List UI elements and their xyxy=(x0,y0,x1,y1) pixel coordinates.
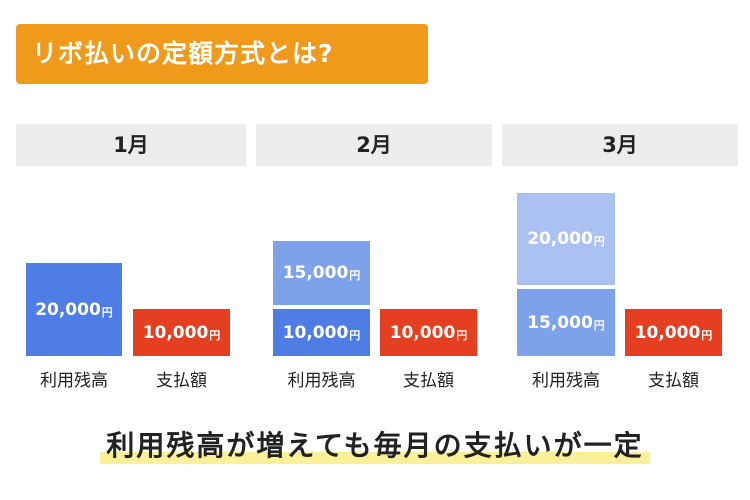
payment-box-2: 10,000 円 xyxy=(380,309,477,356)
payment-label-1: 支払額 xyxy=(156,371,207,391)
conclusion-text: 利用残高が増えても毎月の支払いが一定 xyxy=(100,424,650,464)
balance-box-3-top: 20,000 円 xyxy=(517,193,615,285)
balance-label-1: 利用残高 xyxy=(40,371,108,391)
yen-unit: 円 xyxy=(349,269,361,282)
yen-unit: 円 xyxy=(349,328,361,342)
yen-unit: 円 xyxy=(593,318,605,332)
balance-amount: 20,000 xyxy=(527,229,593,249)
payment-label-2: 支払額 xyxy=(403,371,454,391)
balance-label-2: 利用残高 xyxy=(287,371,356,391)
balance-amount: 15,000 xyxy=(282,263,349,283)
yen-unit: 円 xyxy=(593,235,605,248)
month-header-2: 2月 xyxy=(256,124,492,166)
yen-unit: 円 xyxy=(701,328,713,342)
yen-unit: 円 xyxy=(209,328,221,342)
balance-amount: 15,000 xyxy=(527,312,593,333)
month-header-1: 1月 xyxy=(16,124,246,166)
balance-amount: 20,000 xyxy=(35,299,101,320)
yen-unit: 円 xyxy=(101,305,113,319)
payment-box-1: 10,000 円 xyxy=(133,309,230,356)
yen-unit: 円 xyxy=(456,328,468,342)
balance-box-1: 20,000 円 xyxy=(26,263,122,356)
payment-label-3: 支払額 xyxy=(648,371,699,391)
balance-box-2-top: 15,000 円 xyxy=(273,241,370,305)
payment-box-3: 10,000 円 xyxy=(625,309,722,356)
balance-amount: 10,000 xyxy=(282,322,349,343)
title-text: リボ払いの定額方式とは? xyxy=(32,39,334,68)
payment-amount: 10,000 xyxy=(389,322,456,343)
balance-label-3: 利用残高 xyxy=(532,371,600,391)
payment-amount: 10,000 xyxy=(634,322,701,343)
month-header-3: 3月 xyxy=(502,124,738,166)
balance-box-3-bottom: 15,000 円 xyxy=(517,289,615,356)
balance-box-2-bottom: 10,000 円 xyxy=(273,309,370,356)
conclusion: 利用残高が増えても毎月の支払いが一定 xyxy=(0,424,750,464)
payment-amount: 10,000 xyxy=(142,322,209,343)
title-badge: リボ払いの定額方式とは? xyxy=(16,24,428,84)
